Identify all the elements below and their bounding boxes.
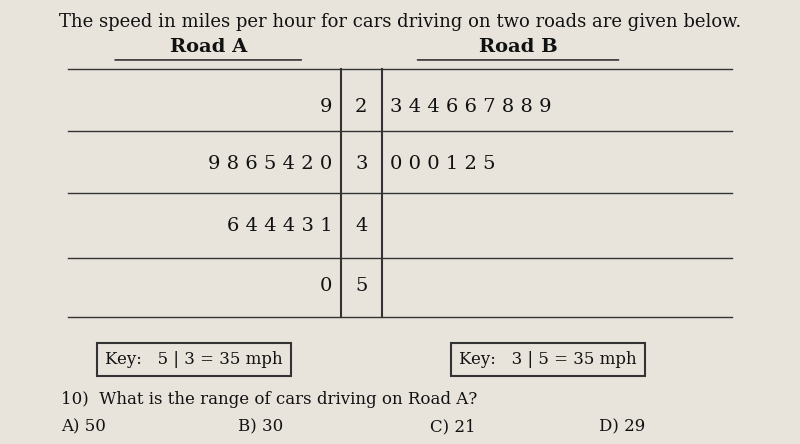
Text: 4: 4: [355, 218, 367, 235]
Text: 0: 0: [320, 278, 332, 295]
Text: 9: 9: [320, 98, 332, 115]
Text: 6 4 4 4 3 1: 6 4 4 4 3 1: [226, 218, 332, 235]
Text: 3 4 4 6 6 7 8 8 9: 3 4 4 6 6 7 8 8 9: [390, 98, 552, 115]
Text: C) 21: C) 21: [430, 418, 475, 435]
Text: 0 0 0 1 2 5: 0 0 0 1 2 5: [390, 155, 496, 173]
Text: B) 30: B) 30: [238, 418, 283, 435]
Text: Road A: Road A: [170, 38, 247, 56]
Text: Key:   5 | 3 = 35 mph: Key: 5 | 3 = 35 mph: [105, 351, 282, 368]
Text: 9 8 6 5 4 2 0: 9 8 6 5 4 2 0: [208, 155, 332, 173]
Text: A) 50: A) 50: [61, 418, 106, 435]
Text: 5: 5: [355, 278, 367, 295]
Text: 10)  What is the range of cars driving on Road A?: 10) What is the range of cars driving on…: [61, 391, 477, 408]
Text: 3: 3: [355, 155, 367, 173]
Text: Road B: Road B: [478, 38, 558, 56]
Text: D) 29: D) 29: [599, 418, 646, 435]
Text: Key:   3 | 5 = 35 mph: Key: 3 | 5 = 35 mph: [459, 351, 637, 368]
Text: The speed in miles per hour for cars driving on two roads are given below.: The speed in miles per hour for cars dri…: [59, 13, 741, 32]
Text: 2: 2: [355, 98, 367, 115]
